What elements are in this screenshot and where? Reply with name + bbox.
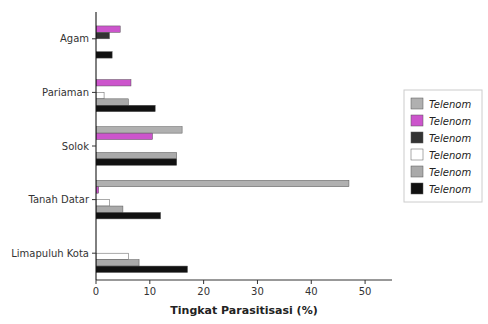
bar — [96, 92, 104, 98]
y-tick-label: Agam — [60, 33, 89, 44]
bar — [96, 253, 128, 259]
bar — [96, 180, 349, 186]
x-tick — [149, 280, 150, 284]
bar — [96, 200, 109, 206]
bar — [96, 260, 139, 266]
bar — [96, 80, 131, 86]
legend-label: Telenom — [429, 184, 471, 195]
x-tick-label: 40 — [305, 286, 318, 297]
bar — [96, 32, 109, 38]
x-tick-label: 0 — [93, 286, 99, 297]
chart: 0 10 20 30 40 50 Limapuluh Kota Tanah Datar Solo… — [0, 0, 488, 324]
y-tick-label: Pariaman — [42, 87, 89, 98]
legend-swatch — [411, 98, 423, 109]
y-tick — [92, 199, 96, 200]
y-tick — [92, 38, 96, 39]
bar — [96, 206, 123, 212]
legend-swatch — [411, 166, 423, 177]
bar — [96, 133, 153, 139]
legend: Telenom Telenom Telenom Telenom Telenom Telen… — [404, 90, 482, 202]
x-axis — [96, 280, 392, 281]
x-tick-label: 10 — [143, 286, 156, 297]
y-tick-label: Tanah Datar — [27, 194, 89, 205]
legend-swatch — [411, 149, 423, 160]
y-tick — [92, 92, 96, 93]
bar — [96, 152, 177, 158]
bar — [96, 52, 112, 58]
legend-label: Telenom — [429, 99, 471, 110]
legend-label: Telenom — [429, 133, 471, 144]
legend-label: Telenom — [429, 116, 471, 127]
x-tick — [257, 280, 258, 284]
y-tick — [92, 146, 96, 147]
legend-label: Telenom — [429, 167, 471, 178]
x-tick — [96, 280, 97, 284]
y-tick — [92, 253, 96, 254]
legend-swatch — [411, 183, 423, 194]
legend-swatch — [411, 115, 423, 126]
bar — [96, 105, 155, 111]
legend-swatch — [411, 132, 423, 143]
bar — [96, 266, 187, 272]
x-tick — [203, 280, 204, 284]
bar — [96, 127, 182, 133]
x-axis-label: Tingkat Parasitisasi (%) — [170, 304, 317, 317]
bar — [96, 26, 120, 32]
x-tick-label: 30 — [251, 286, 264, 297]
bar — [96, 99, 128, 105]
x-tick — [311, 280, 312, 284]
legend-box — [404, 90, 482, 202]
x-tick-label: 50 — [359, 286, 372, 297]
bar — [96, 159, 177, 165]
legend-label: Telenom — [429, 150, 471, 161]
x-tick-label: 20 — [197, 286, 210, 297]
bars — [96, 26, 349, 273]
bar — [96, 212, 161, 218]
y-tick-label: Solok — [62, 141, 89, 152]
y-tick-label: Limapuluh Kota — [11, 248, 89, 259]
x-tick — [365, 280, 366, 284]
